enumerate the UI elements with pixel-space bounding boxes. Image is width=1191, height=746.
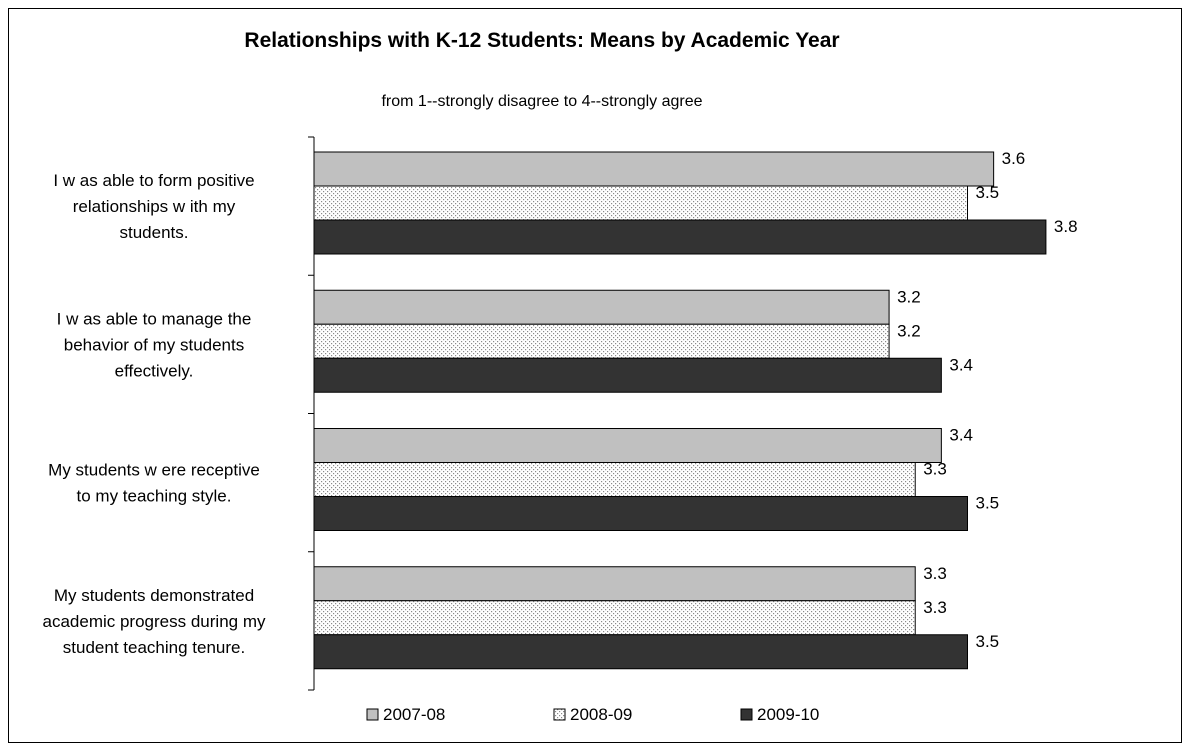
data-label: 3.4	[949, 355, 973, 374]
category-label: My students w ere receptive	[48, 461, 260, 480]
category-label: student teaching tenure.	[63, 638, 245, 657]
legend-swatch-2008-09	[553, 708, 566, 721]
data-label: 3.5	[976, 632, 1000, 651]
data-label: 3.8	[1054, 217, 1078, 236]
bar-2008-09-cat-3	[313, 462, 916, 497]
legend-label: 2008-09	[570, 705, 632, 724]
bar-2008-09-cat-1	[313, 185, 968, 221]
bar-2007-08-cat-4	[313, 566, 916, 602]
data-label: 3.2	[897, 321, 921, 340]
bar-2009-10-cat-4	[313, 634, 968, 670]
bar-2007-08-cat-1	[313, 151, 995, 187]
bar-2007-08-cat-3	[313, 428, 942, 463]
legend-swatch-2007-08	[366, 708, 379, 721]
data-label: 3.2	[897, 287, 921, 306]
data-label: 3.4	[949, 426, 973, 445]
data-label: 3.5	[976, 494, 1000, 513]
bar-2009-10-cat-2	[313, 357, 942, 393]
data-label: 3.3	[923, 598, 947, 617]
bar-2008-09-cat-4	[313, 600, 916, 636]
bar-2009-10-cat-1	[313, 219, 1047, 255]
bar-2007-08-cat-2	[313, 289, 890, 325]
category-label: I w as able to form positive	[53, 171, 254, 190]
category-label: I w as able to manage the	[57, 309, 252, 328]
category-label: behavior of my students	[64, 335, 244, 354]
data-label: 3.5	[976, 183, 1000, 202]
category-label: My students demonstrated	[54, 586, 254, 605]
category-label: to my teaching style.	[77, 487, 232, 506]
category-label: relationships w ith my	[73, 197, 236, 216]
data-label: 3.3	[923, 564, 947, 583]
bar-2009-10-cat-3	[313, 496, 968, 531]
bar-2008-09-cat-2	[313, 323, 890, 359]
legend-label: 2007-08	[383, 705, 445, 724]
chart-title: Relationships with K-12 Students: Means …	[244, 29, 839, 52]
category-label: academic progress during my	[43, 612, 266, 631]
legend-label: 2009-10	[757, 705, 819, 724]
category-label: effectively.	[115, 361, 194, 380]
chart-frame: Relationships with K-12 Students: Means …	[8, 8, 1182, 743]
chart-subtitle: from 1--strongly disagree to 4--strongly…	[381, 93, 702, 110]
data-label: 3.3	[923, 460, 947, 479]
category-label: students.	[120, 223, 189, 242]
data-label: 3.6	[1002, 149, 1026, 168]
chart-svg: Relationships with K-12 Students: Means …	[43, 29, 1078, 724]
legend-swatch-2009-10	[740, 708, 753, 721]
